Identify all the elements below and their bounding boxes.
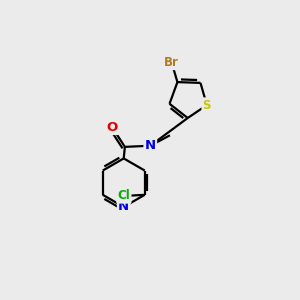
Text: O: O xyxy=(106,121,118,134)
Text: S: S xyxy=(202,99,211,112)
Text: Cl: Cl xyxy=(118,190,130,202)
Text: Br: Br xyxy=(164,56,179,69)
Text: N: N xyxy=(145,139,156,152)
Text: N: N xyxy=(118,200,129,213)
